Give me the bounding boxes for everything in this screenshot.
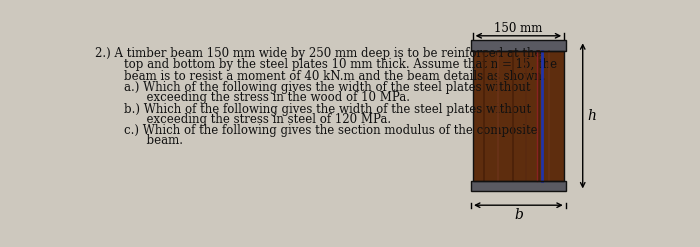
Text: b.) Which of the following gives the width of the steel plates without: b.) Which of the following gives the wid… [109, 103, 531, 116]
Text: exceeding the stress in the wood of 10 MPa.: exceeding the stress in the wood of 10 M… [109, 91, 410, 104]
Text: top and bottom by the steel plates 10 mm thick. Assume that n = 15, the: top and bottom by the steel plates 10 mm… [109, 58, 557, 71]
Text: a.) Which of the following gives the width of the steel plates without: a.) Which of the following gives the wid… [109, 81, 531, 94]
Text: beam is to resist a moment of 40 kN.m and the beam details as shown.: beam is to resist a moment of 40 kN.m an… [109, 70, 546, 83]
Text: beam.: beam. [109, 134, 183, 147]
Bar [473, 51, 564, 181]
Bar [471, 41, 566, 51]
Text: exceeding the stress in steel of 120 MPa.: exceeding the stress in steel of 120 MPa… [109, 113, 391, 126]
Bar [471, 41, 566, 51]
Bar [471, 181, 566, 191]
Bar [473, 51, 564, 181]
Text: 2.) A timber beam 150 mm wide by 250 mm deep is to be reinforced at the: 2.) A timber beam 150 mm wide by 250 mm … [95, 47, 542, 60]
Bar [471, 181, 566, 191]
Text: c.) Which of the following gives the section modulus of the composite: c.) Which of the following gives the sec… [109, 124, 538, 137]
Text: h: h [587, 109, 596, 123]
Text: 150 mm: 150 mm [494, 22, 542, 35]
Text: b: b [514, 208, 523, 222]
